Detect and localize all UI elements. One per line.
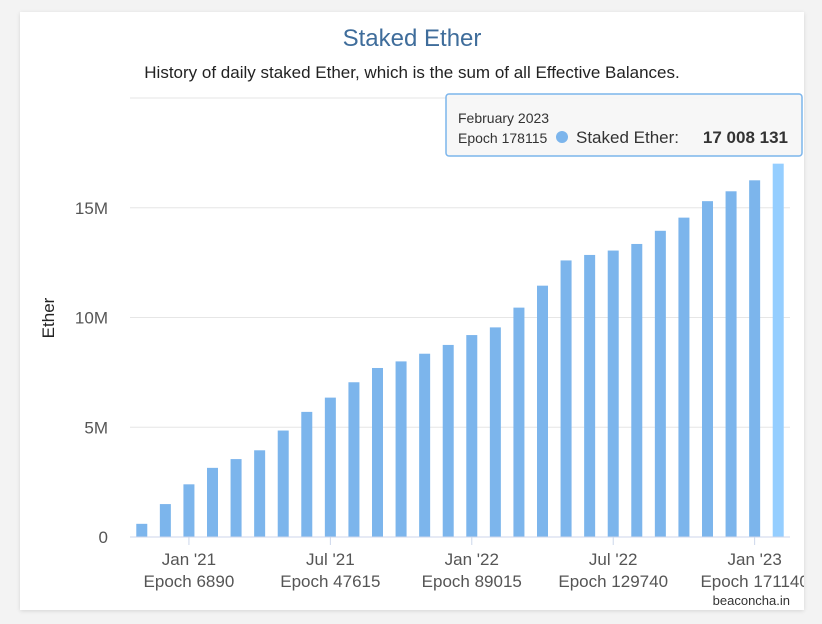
tooltip-box <box>445 93 803 157</box>
x-tick-label: Jan '22 <box>445 550 499 569</box>
chart-title: Staked Ether <box>343 25 482 52</box>
bar <box>395 361 407 537</box>
bar <box>301 411 313 537</box>
x-tick-label: Jan '21 <box>162 550 216 569</box>
x-tick-epoch-label: Epoch 47615 <box>280 572 380 591</box>
tooltip-value: 17 008 131 <box>703 128 788 147</box>
bar <box>372 367 383 537</box>
bar <box>136 523 148 537</box>
tooltip: February 2023 Epoch 178115 Staked Ether:… <box>445 93 803 157</box>
y-tick-label: 10M <box>75 309 108 328</box>
bar <box>654 230 666 538</box>
staked-ether-chart: Staked Ether History of daily staked Eth… <box>39 25 804 608</box>
bar <box>607 250 619 538</box>
bar <box>678 217 690 537</box>
x-axis-ticks: Jan '21 Epoch 6890 Jul '21 Epoch 47615 Jan '… <box>144 537 804 591</box>
x-tick-epoch-label: Epoch 129740 <box>558 572 668 591</box>
bar <box>348 382 360 537</box>
bar <box>207 467 218 537</box>
tooltip-series-label: Staked Ether: <box>576 128 679 147</box>
y-tick-label: 5M <box>84 418 108 437</box>
tooltip-date: February 2023 <box>458 110 549 126</box>
bar <box>466 335 478 537</box>
y-axis-ticks: 0 5M 10M 15M <box>75 199 108 547</box>
bar <box>489 327 501 537</box>
bar-series <box>136 163 784 538</box>
bar <box>560 260 572 537</box>
y-axis-label: Ether <box>39 297 58 338</box>
chart-card: Staked Ether History of daily staked Eth… <box>20 12 804 610</box>
x-tick-label: Jul '22 <box>589 550 638 569</box>
bar <box>254 450 266 537</box>
x-tick-epoch-label: Epoch 89015 <box>422 572 522 591</box>
y-tick-label: 15M <box>75 199 108 218</box>
bar <box>513 307 525 537</box>
bar <box>324 397 336 537</box>
bar <box>419 353 431 537</box>
bar <box>749 180 761 537</box>
bar <box>277 430 289 537</box>
bar-highlighted <box>772 163 784 538</box>
bar <box>631 243 643 537</box>
chart-subtitle: History of daily staked Ether, which is … <box>144 63 679 82</box>
bar <box>584 254 596 537</box>
bar <box>230 459 242 537</box>
tooltip-epoch: Epoch 178115 <box>458 130 547 146</box>
bar <box>442 344 454 537</box>
tooltip-series-dot <box>556 131 568 143</box>
x-tick-epoch-label: Epoch 171140 <box>700 572 804 591</box>
credits-link[interactable]: beaconcha.in <box>713 593 790 608</box>
x-tick-epoch-label: Epoch 6890 <box>144 572 235 591</box>
bar <box>159 504 171 537</box>
bar <box>725 191 737 537</box>
y-tick-label: 0 <box>99 528 108 547</box>
bar <box>537 285 548 537</box>
bar <box>183 484 195 537</box>
x-tick-label: Jul '21 <box>306 550 355 569</box>
x-tick-label: Jan '23 <box>727 550 781 569</box>
bar <box>702 201 713 538</box>
